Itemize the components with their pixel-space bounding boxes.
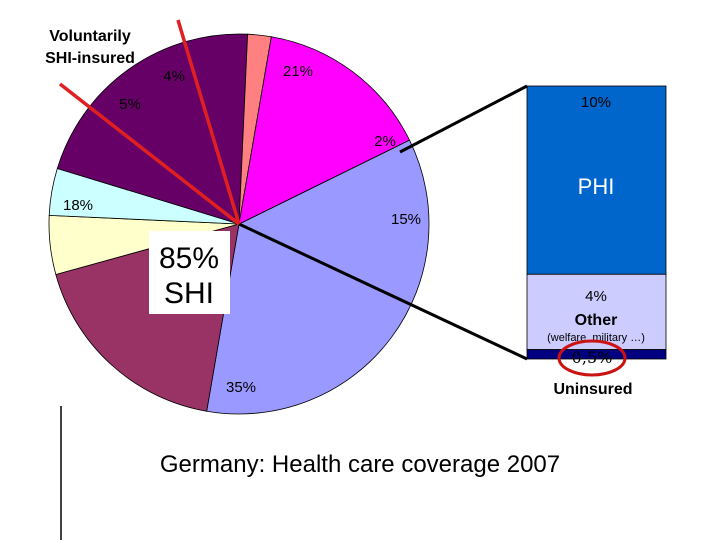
chart-title: Germany: Health care coverage 2007 [160,451,560,478]
bar-label-other-value: 4% [585,288,607,305]
separator-line-top [176,19,241,225]
shi-total-value: 85% [159,242,219,275]
pie-labels: 35% 18% 5% 4% 21% 2% 15% [63,63,421,396]
bar-label-phi-text: PHI [578,174,615,199]
pie-slice-4 [56,33,249,225]
pie-slice-6 [238,36,411,225]
separator-line-left [58,82,241,226]
bar-label-other-text: Other [575,312,618,329]
uninsured-highlight-ellipse [557,339,627,377]
slice-label-3: 4% [163,68,185,85]
shi-total-box [149,231,230,314]
bar-label-uninsured-value: 0,5% [572,348,613,367]
slice-label-0: 35% [226,379,256,396]
coverage-bar: 10% PHI 4% Other (welfare, military …) 0,5% Un… [526,85,667,398]
bar-label-phi-value: 10% [581,94,611,111]
voluntary-label-line1: Voluntarily [49,28,131,45]
pie-slice-0 [206,139,430,415]
slice-label-4: 21% [283,63,313,80]
shi-total-label: SHI [164,277,214,310]
slice-label-1: 18% [63,197,93,214]
connector-line-top [399,84,528,154]
slice-label-5: 2% [374,133,396,150]
bar-label-other-subtext: (welfare, military …) [547,332,645,344]
shi-separator-lines [58,19,241,226]
bar-label-uninsured-text: Uninsured [553,381,632,398]
connector-lines [238,84,528,361]
slice-label-2: 5% [119,96,141,113]
voluntary-label-line2: SHI-insured [45,50,135,67]
slice-label-6: 15% [391,211,421,228]
connector-line-bottom [238,222,528,361]
bar-segment-0 [526,85,667,275]
bar-segment-2 [526,349,667,360]
bar-segment-1 [526,273,667,350]
